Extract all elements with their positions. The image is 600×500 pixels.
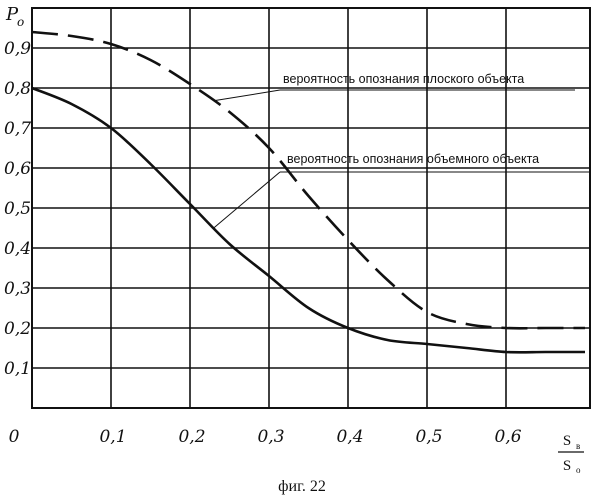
figure-caption: фиг. 22 — [278, 478, 326, 495]
y-tick-label-2: 0,2 — [4, 319, 31, 339]
x-tick-label-0: 0 — [9, 427, 20, 447]
y-tick-label-1: 0,1 — [4, 359, 31, 379]
y-tick-label-9: 0,9 — [4, 39, 31, 59]
y-tick-label-7: 0,7 — [4, 119, 31, 139]
annotation-leader-0 — [214, 90, 280, 101]
y-axis-label-sub: o — [17, 15, 24, 29]
annotation-leader-1 — [214, 172, 280, 228]
x-axis-label-numerator: S — [563, 433, 571, 449]
x-axis-label-denominator: S — [563, 458, 571, 474]
y-tick-label-4: 0,4 — [4, 239, 31, 259]
y-tick-label-8: 0,8 — [4, 79, 31, 99]
x-axis-label-denominator-sub: о — [576, 465, 581, 475]
y-tick-label-3: 0,3 — [4, 279, 31, 299]
y-tick-label-5: 0,5 — [4, 199, 31, 219]
y-tick-label-6: 0,6 — [4, 159, 31, 179]
x-tick-label-5: 0,5 — [415, 427, 442, 447]
x-tick-label-6: 0,6 — [494, 427, 521, 447]
x-tick-label-2: 0,2 — [178, 427, 205, 447]
tick-labels: 0 0,1 0,2 0,3 0,4 0,5 0,6 0,1 0,2 0,3 0,4 0,5 0,6 0,7… — [4, 39, 522, 447]
x-tick-label-3: 0,3 — [257, 427, 284, 447]
x-tick-label-1: 0,1 — [99, 427, 126, 447]
grid — [32, 8, 590, 408]
x-axis-label-numerator-sub: в — [576, 441, 580, 451]
annotation-label-0: вероятность опознания плоского объекта — [283, 72, 524, 86]
x-tick-label-4: 0,4 — [336, 427, 363, 447]
annotation-label-1: вероятность опознания объемного объекта — [287, 152, 539, 166]
